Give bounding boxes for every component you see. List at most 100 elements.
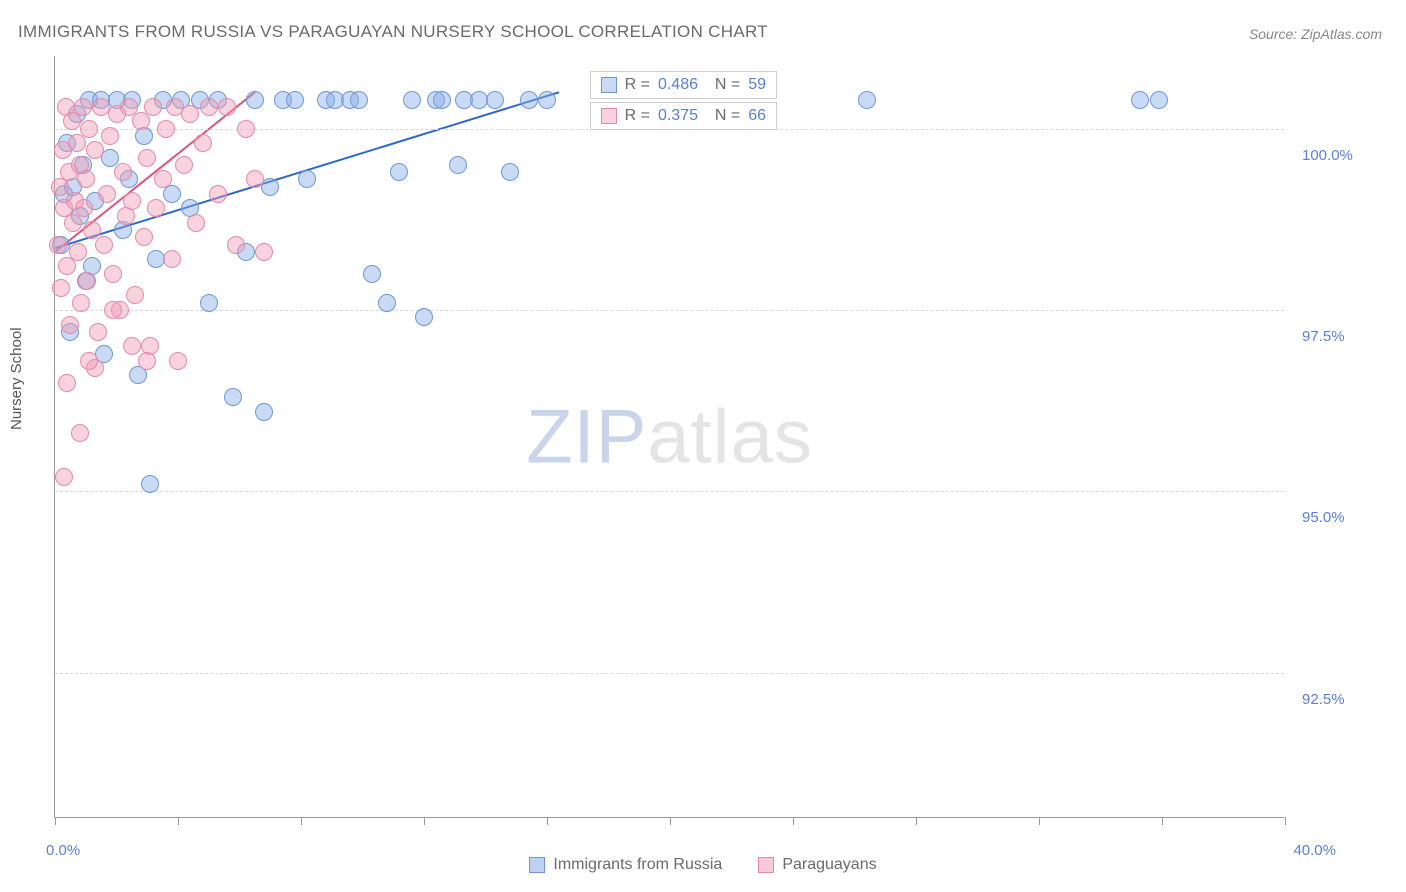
- x-tick-label: 0.0%: [46, 842, 80, 859]
- scatter-point: [75, 199, 93, 217]
- legend-item: Immigrants from Russia: [529, 856, 722, 874]
- stat-n-label: N =: [706, 107, 740, 125]
- scatter-point: [1150, 91, 1168, 109]
- scatter-point: [86, 141, 104, 159]
- legend-swatch: [601, 108, 617, 124]
- scatter-point: [449, 156, 467, 174]
- scatter-point: [209, 185, 227, 203]
- legend-swatch: [601, 77, 617, 93]
- scatter-point: [98, 185, 116, 203]
- gridline: [55, 673, 1284, 674]
- scatter-point: [350, 91, 368, 109]
- watermark: ZIPatlas: [526, 393, 813, 480]
- x-tick: [424, 817, 425, 825]
- scatter-point: [246, 170, 264, 188]
- scatter-point: [200, 294, 218, 312]
- scatter-point: [246, 91, 264, 109]
- scatter-point: [261, 178, 279, 196]
- scatter-point: [126, 286, 144, 304]
- scatter-point: [403, 91, 421, 109]
- scatter-point: [237, 120, 255, 138]
- scatter-point: [175, 156, 193, 174]
- scatter-point: [255, 403, 273, 421]
- scatter-point: [69, 243, 87, 261]
- x-tick: [916, 817, 917, 825]
- x-tick: [55, 817, 56, 825]
- stat-r-value: 0.375: [658, 107, 698, 125]
- scatter-point: [501, 163, 519, 181]
- y-tick-label: 92.5%: [1302, 691, 1345, 708]
- scatter-point: [138, 149, 156, 167]
- scatter-point: [286, 91, 304, 109]
- x-tick: [178, 817, 179, 825]
- scatter-point: [49, 236, 67, 254]
- stat-r-label: R =: [625, 76, 650, 94]
- regression-lines: [55, 56, 1284, 817]
- legend-swatch: [529, 857, 545, 873]
- scatter-point: [55, 468, 73, 486]
- stat-box: R = 0.486 N = 59: [590, 71, 777, 99]
- scatter-point: [138, 352, 156, 370]
- legend-swatch: [758, 857, 774, 873]
- scatter-point: [415, 308, 433, 326]
- x-tick: [547, 817, 548, 825]
- scatter-point: [227, 236, 245, 254]
- stat-box: R = 0.375 N = 66: [590, 102, 777, 130]
- legend-label: Paraguayans: [782, 856, 876, 874]
- scatter-point: [163, 250, 181, 268]
- gridline: [55, 310, 1284, 311]
- scatter-point: [68, 134, 86, 152]
- scatter-point: [378, 294, 396, 312]
- scatter-point: [538, 91, 556, 109]
- x-tick: [1039, 817, 1040, 825]
- source-label: Source: ZipAtlas.com: [1249, 26, 1382, 42]
- legend-label: Immigrants from Russia: [553, 856, 722, 874]
- scatter-point: [200, 98, 218, 116]
- scatter-point: [80, 120, 98, 138]
- scatter-point: [187, 214, 205, 232]
- scatter-point: [298, 170, 316, 188]
- scatter-point: [154, 170, 172, 188]
- scatter-point: [181, 105, 199, 123]
- x-tick-label: 40.0%: [1293, 842, 1336, 859]
- scatter-point: [224, 388, 242, 406]
- x-tick: [793, 817, 794, 825]
- scatter-point: [80, 352, 98, 370]
- scatter-point: [363, 265, 381, 283]
- scatter-point: [486, 91, 504, 109]
- stat-r-value: 0.486: [658, 76, 698, 94]
- legend-item: Paraguayans: [758, 856, 876, 874]
- scatter-point: [157, 120, 175, 138]
- scatter-point: [72, 294, 90, 312]
- scatter-point: [141, 475, 159, 493]
- y-tick-label: 97.5%: [1302, 328, 1345, 345]
- scatter-point: [255, 243, 273, 261]
- x-tick: [1285, 817, 1286, 825]
- scatter-point: [71, 424, 89, 442]
- scatter-point: [74, 98, 92, 116]
- y-axis-label: Nursery School: [8, 327, 25, 430]
- scatter-point: [61, 316, 79, 334]
- scatter-point: [218, 98, 236, 116]
- scatter-point: [390, 163, 408, 181]
- scatter-point: [123, 192, 141, 210]
- scatter-point: [433, 91, 451, 109]
- x-tick: [301, 817, 302, 825]
- scatter-point: [144, 98, 162, 116]
- scatter-point: [95, 236, 113, 254]
- scatter-point: [104, 301, 122, 319]
- scatter-point: [78, 272, 96, 290]
- gridline: [55, 491, 1284, 492]
- plot-area: ZIPatlas R = 0.486 N = 59 R = 0.375 N = 66: [54, 56, 1284, 818]
- stat-n-label: N =: [706, 76, 740, 94]
- stat-r-label: R =: [625, 107, 650, 125]
- stat-n-value: 66: [748, 107, 766, 125]
- scatter-point: [52, 279, 70, 297]
- chart-title: IMMIGRANTS FROM RUSSIA VS PARAGUAYAN NUR…: [18, 22, 768, 42]
- scatter-point: [147, 199, 165, 217]
- scatter-point: [520, 91, 538, 109]
- scatter-point: [135, 228, 153, 246]
- scatter-point: [77, 170, 95, 188]
- scatter-point: [169, 352, 187, 370]
- stat-n-value: 59: [748, 76, 766, 94]
